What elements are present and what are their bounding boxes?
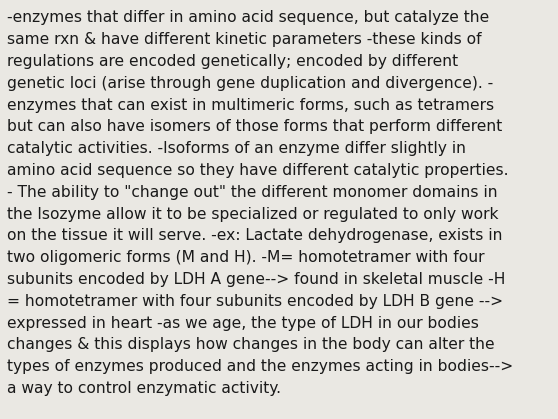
Text: a way to control enzymatic activity.: a way to control enzymatic activity. bbox=[7, 381, 281, 396]
Text: regulations are encoded genetically; encoded by different: regulations are encoded genetically; enc… bbox=[7, 54, 458, 69]
Text: changes & this displays how changes in the body can alter the: changes & this displays how changes in t… bbox=[7, 337, 495, 352]
Text: -enzymes that differ in amino acid sequence, but catalyze the: -enzymes that differ in amino acid seque… bbox=[7, 10, 489, 26]
Text: subunits encoded by LDH A gene--> found in skeletal muscle -H: subunits encoded by LDH A gene--> found … bbox=[7, 272, 506, 287]
Text: types of enzymes produced and the enzymes acting in bodies-->: types of enzymes produced and the enzyme… bbox=[7, 359, 513, 374]
Text: genetic loci (arise through gene duplication and divergence). -: genetic loci (arise through gene duplica… bbox=[7, 76, 493, 91]
Text: catalytic activities. -Isoforms of an enzyme differ slightly in: catalytic activities. -Isoforms of an en… bbox=[7, 141, 466, 156]
Text: the Isozyme allow it to be specialized or regulated to only work: the Isozyme allow it to be specialized o… bbox=[7, 207, 499, 222]
Text: on the tissue it will serve. -ex: Lactate dehydrogenase, exists in: on the tissue it will serve. -ex: Lactat… bbox=[7, 228, 503, 243]
Text: enzymes that can exist in multimeric forms, such as tetramers: enzymes that can exist in multimeric for… bbox=[7, 98, 494, 113]
Text: expressed in heart -as we age, the type of LDH in our bodies: expressed in heart -as we age, the type … bbox=[7, 316, 479, 331]
Text: amino acid sequence so they have different catalytic properties.: amino acid sequence so they have differe… bbox=[7, 163, 509, 178]
Text: = homotetramer with four subunits encoded by LDH B gene -->: = homotetramer with four subunits encode… bbox=[7, 294, 503, 309]
Text: same rxn & have different kinetic parameters -these kinds of: same rxn & have different kinetic parame… bbox=[7, 32, 482, 47]
Text: - The ability to "change out" the different monomer domains in: - The ability to "change out" the differ… bbox=[7, 185, 498, 200]
Text: two oligomeric forms (M and H). -M= homotetramer with four: two oligomeric forms (M and H). -M= homo… bbox=[7, 250, 485, 265]
Text: but can also have isomers of those forms that perform different: but can also have isomers of those forms… bbox=[7, 119, 503, 134]
